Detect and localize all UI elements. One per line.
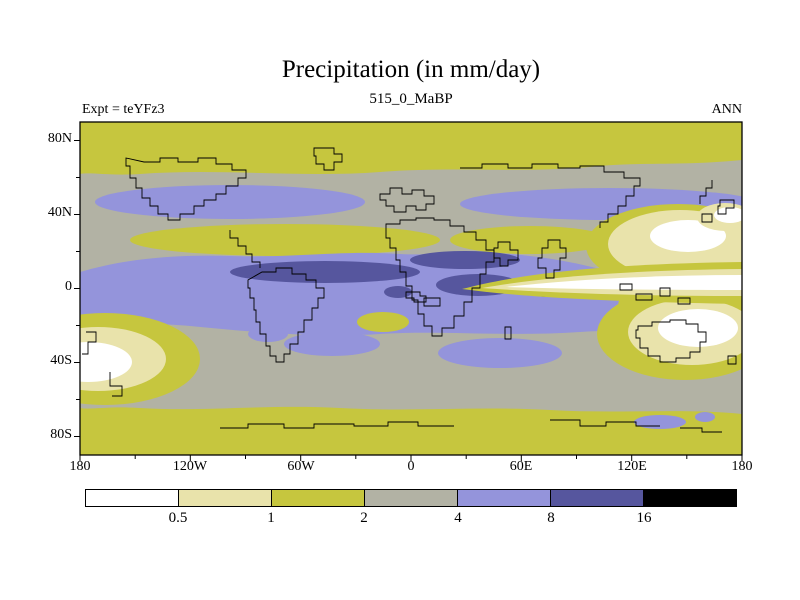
y-axis-label: 80N	[47, 131, 72, 146]
x-axis-label: 60E	[509, 459, 533, 474]
y-axis-ticks	[74, 140, 80, 437]
y-axis-label: 40S	[50, 353, 72, 368]
colorbar-cell	[86, 490, 179, 506]
colorbar-label: 8	[547, 510, 555, 526]
colorbar-cell	[365, 490, 458, 506]
y-axis-label: 0	[65, 279, 72, 294]
colorbar-cell	[551, 490, 644, 506]
season-label: ANN	[711, 102, 742, 117]
coastlines	[82, 147, 737, 433]
x-axis-label: 60W	[287, 459, 315, 474]
plot-subtitle: 515_0_MaBP	[369, 91, 453, 107]
colorbar-label: 4	[454, 510, 462, 526]
colorbar-cell	[644, 490, 736, 506]
colorbar-cell	[272, 490, 365, 506]
colorbar-cell	[458, 490, 551, 506]
colorbar-label: 2	[360, 510, 368, 526]
colorbar-label: 1	[267, 510, 275, 526]
x-axis-label: 180	[731, 459, 753, 474]
colorbar	[85, 489, 737, 507]
colorbar-label: 16	[636, 510, 652, 526]
precipitation-map	[74, 121, 743, 461]
x-axis-ticks	[79, 455, 743, 461]
y-axis-label: 40N	[47, 205, 72, 220]
contour-field	[80, 122, 742, 455]
x-axis-label: 180	[69, 459, 91, 474]
x-axis-label: 120W	[172, 459, 208, 474]
page-title: Precipitation (in mm/day)	[281, 56, 541, 83]
x-axis-label: 0	[407, 459, 415, 474]
experiment-label: Expt = teYFz3	[82, 102, 165, 117]
x-axis-label: 120E	[617, 459, 647, 474]
y-axis-label: 80S	[50, 427, 72, 442]
colorbar-label: 0.5	[168, 510, 188, 526]
colorbar-cell	[179, 490, 272, 506]
